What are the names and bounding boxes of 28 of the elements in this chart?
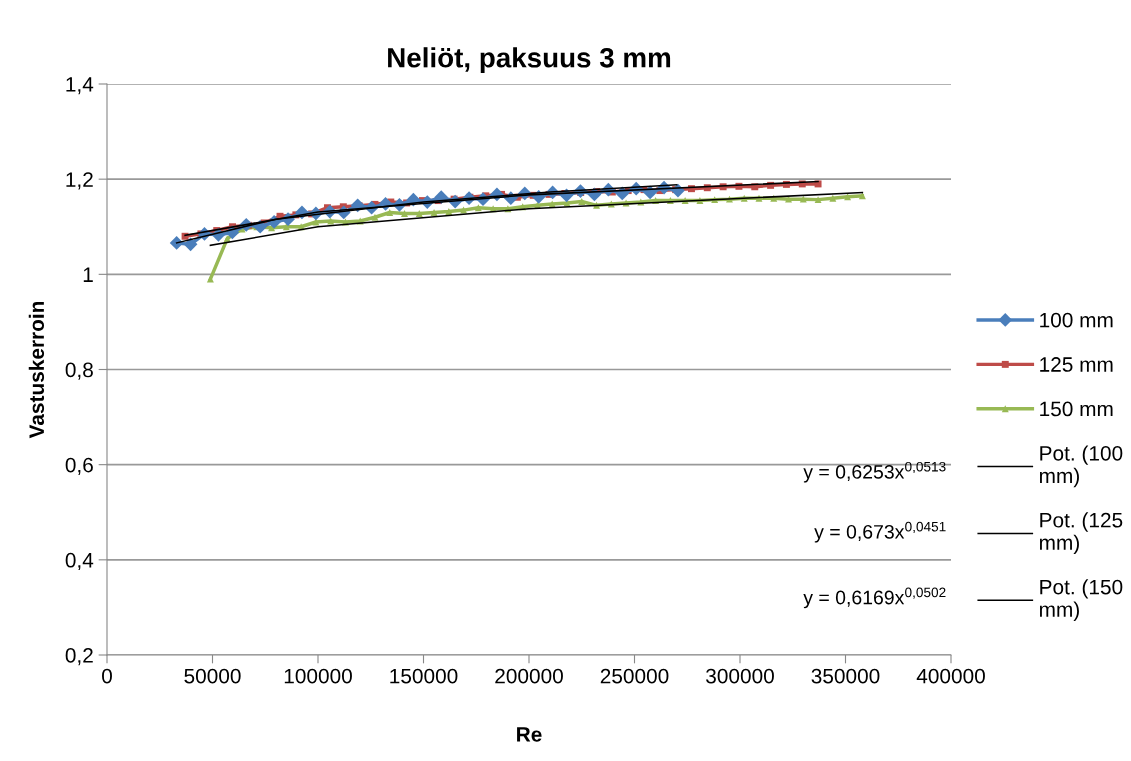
legend-label: 100 mm <box>1040 312 1113 328</box>
x-tick-label: 250000 <box>600 668 669 684</box>
x-tick-label: 100000 <box>284 668 352 684</box>
x-tick-label: 0 <box>102 668 112 684</box>
y-tick-label: 1,2 <box>66 172 93 190</box>
annotation: y = 0,6253x$^{0,0513}$ <box>803 461 946 483</box>
y-tick-label: 0,8 <box>65 362 93 380</box>
legend-label: Pot. (150 mm) <box>1039 579 1123 621</box>
x-tick-label: 50000 <box>184 668 241 684</box>
annotation: y = 0,673x$^{0,0451}$ <box>814 521 946 543</box>
legend-label: Pot. (100 mm) <box>1039 445 1123 488</box>
y-axis-title: Vastuskerroin <box>28 301 45 439</box>
x-tick-label: 350000 <box>811 668 880 684</box>
legend-label: 150 mm <box>1040 401 1113 417</box>
y-tick-label: 0,2 <box>65 648 93 666</box>
x-axis-title: Re <box>517 727 542 742</box>
x-tick-label: 300000 <box>706 668 774 684</box>
annotation: y = 0,6169x$^{0,0502}$ <box>803 587 946 609</box>
y-tick-label: 1 <box>83 267 93 282</box>
legend-label: Pot. (125 mm) <box>1039 512 1123 555</box>
chart-title: Neliöt, paksuus 3 mm <box>388 47 671 74</box>
legend-label: 125 mm <box>1040 357 1113 372</box>
x-tick-label: 150000 <box>390 668 458 684</box>
y-tick-label: 0,6 <box>65 457 93 475</box>
x-tick-label: 400000 <box>916 668 985 684</box>
x-tick-label: 200000 <box>495 668 563 684</box>
y-tick-label: 0,4 <box>65 552 94 571</box>
y-tick-label: 1,4 <box>66 77 94 95</box>
